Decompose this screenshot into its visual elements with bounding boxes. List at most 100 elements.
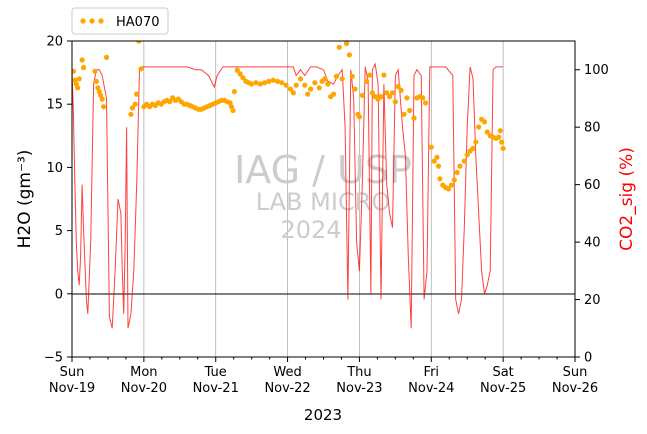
- legend-marker: [80, 18, 86, 24]
- co2-line: [72, 62, 504, 329]
- h2o-point: [434, 154, 440, 160]
- x-tick-label-date: Nov-26: [552, 381, 598, 396]
- h2o-point: [451, 177, 457, 183]
- h2o-point: [230, 107, 236, 114]
- y-left-tick-label: 0: [55, 287, 63, 302]
- h2o-point: [290, 90, 296, 96]
- h2o-point: [359, 92, 365, 98]
- watermark-line-1: IAG / USP: [234, 148, 412, 192]
- h2o-point: [129, 105, 135, 111]
- h2o-point: [448, 182, 454, 188]
- h2o-point: [72, 68, 76, 74]
- h2o-point: [457, 163, 463, 169]
- h2o-point: [364, 78, 370, 84]
- h2o-point: [253, 80, 259, 86]
- x-tick-label-date: Nov-23: [336, 381, 382, 396]
- h2o-point: [454, 169, 460, 176]
- h2o-point: [389, 90, 396, 96]
- h2o-point: [343, 41, 350, 47]
- x-tick-label-day: Mon: [130, 365, 157, 380]
- h2o-point: [305, 91, 311, 97]
- h2o-point: [476, 124, 482, 130]
- h2o-point: [411, 115, 417, 121]
- h2o-point: [445, 186, 452, 192]
- h2o-point: [134, 91, 140, 97]
- h2o-point: [92, 68, 98, 74]
- h2o-point: [464, 152, 470, 158]
- x-tick-label-day: Fri: [424, 365, 440, 380]
- x-tick-label-day: Sun: [60, 365, 85, 380]
- h2o-point: [420, 95, 426, 101]
- h2o-point: [437, 176, 443, 182]
- h2o-point: [302, 82, 308, 88]
- h2o-point: [322, 76, 328, 82]
- h2o-point: [392, 99, 398, 105]
- h2o-point: [75, 85, 81, 91]
- y-left-tick-label: 20: [46, 35, 63, 50]
- h2o-point: [339, 76, 345, 82]
- h2o-point: [366, 72, 373, 78]
- x-tick-label-date: Nov-19: [49, 381, 95, 396]
- h2o-point: [384, 90, 390, 96]
- h2o-point: [79, 57, 85, 63]
- h2o-point: [132, 101, 138, 107]
- h2o-point: [352, 86, 358, 92]
- h2o-point: [99, 96, 105, 102]
- h2o-point: [325, 81, 331, 87]
- h2o-point: [297, 76, 304, 82]
- h2o-point: [484, 129, 490, 135]
- watermark-line-3: 2024: [280, 216, 341, 244]
- y-axis-right: 0 20 40 60 80 100: [575, 63, 609, 366]
- legend: HA070: [71, 7, 169, 35]
- h2o-point: [283, 82, 289, 88]
- h2o-point: [76, 76, 82, 82]
- h2o-point: [401, 111, 407, 117]
- h2o-point: [279, 80, 285, 86]
- h2o-point: [257, 81, 263, 87]
- co2-series: [72, 62, 504, 329]
- y-axis-right-label: CO2_sig (%): [617, 147, 637, 251]
- h2o-point: [395, 83, 401, 90]
- h2o-point: [346, 52, 352, 58]
- y-right-tick-label: 80: [584, 121, 601, 136]
- h2o-point: [481, 119, 488, 125]
- h2o-point: [237, 71, 243, 77]
- h2o-point: [381, 72, 387, 78]
- x-gridlines: [143, 41, 504, 357]
- h2o-point: [312, 80, 318, 86]
- legend-marker: [89, 18, 95, 24]
- h2o-point: [101, 104, 107, 110]
- h2o-point: [287, 86, 293, 92]
- h2o-point: [308, 86, 314, 92]
- h2o-point: [398, 87, 404, 93]
- h2o-point: [103, 54, 110, 61]
- h2o-point: [496, 134, 502, 140]
- h2o-point: [435, 163, 442, 169]
- x-tick-label-day: Wed: [273, 365, 301, 380]
- h2o-point: [234, 67, 240, 73]
- h2o-point: [378, 94, 384, 100]
- h2o-point: [428, 144, 434, 150]
- h2o-point: [500, 145, 506, 151]
- x-tick-label-day: Tue: [204, 365, 227, 380]
- watermark-line-2: LAB MICRO: [256, 188, 391, 216]
- h2o-point: [274, 78, 281, 84]
- x-tick-label-date: Nov-25: [480, 381, 526, 396]
- h2o-point: [293, 82, 299, 88]
- h2o-point: [266, 78, 272, 84]
- h2o-point: [349, 73, 355, 79]
- x-tick-label-date: Nov-21: [193, 381, 239, 396]
- h2o-point: [422, 100, 429, 106]
- y-right-tick-label: 0: [584, 351, 592, 366]
- h2o-point: [167, 99, 173, 105]
- h2o-point: [80, 64, 87, 71]
- h2o-series: [72, 41, 506, 192]
- h2o-point: [249, 81, 255, 87]
- y-left-tick-label: −5: [44, 351, 63, 366]
- y-left-tick-label: 10: [46, 161, 63, 176]
- h2o-point: [138, 66, 144, 72]
- y-left-tick-label: 15: [46, 98, 63, 113]
- h2o-point: [333, 73, 339, 79]
- h2o-point: [473, 139, 479, 145]
- legend-box: [71, 7, 169, 35]
